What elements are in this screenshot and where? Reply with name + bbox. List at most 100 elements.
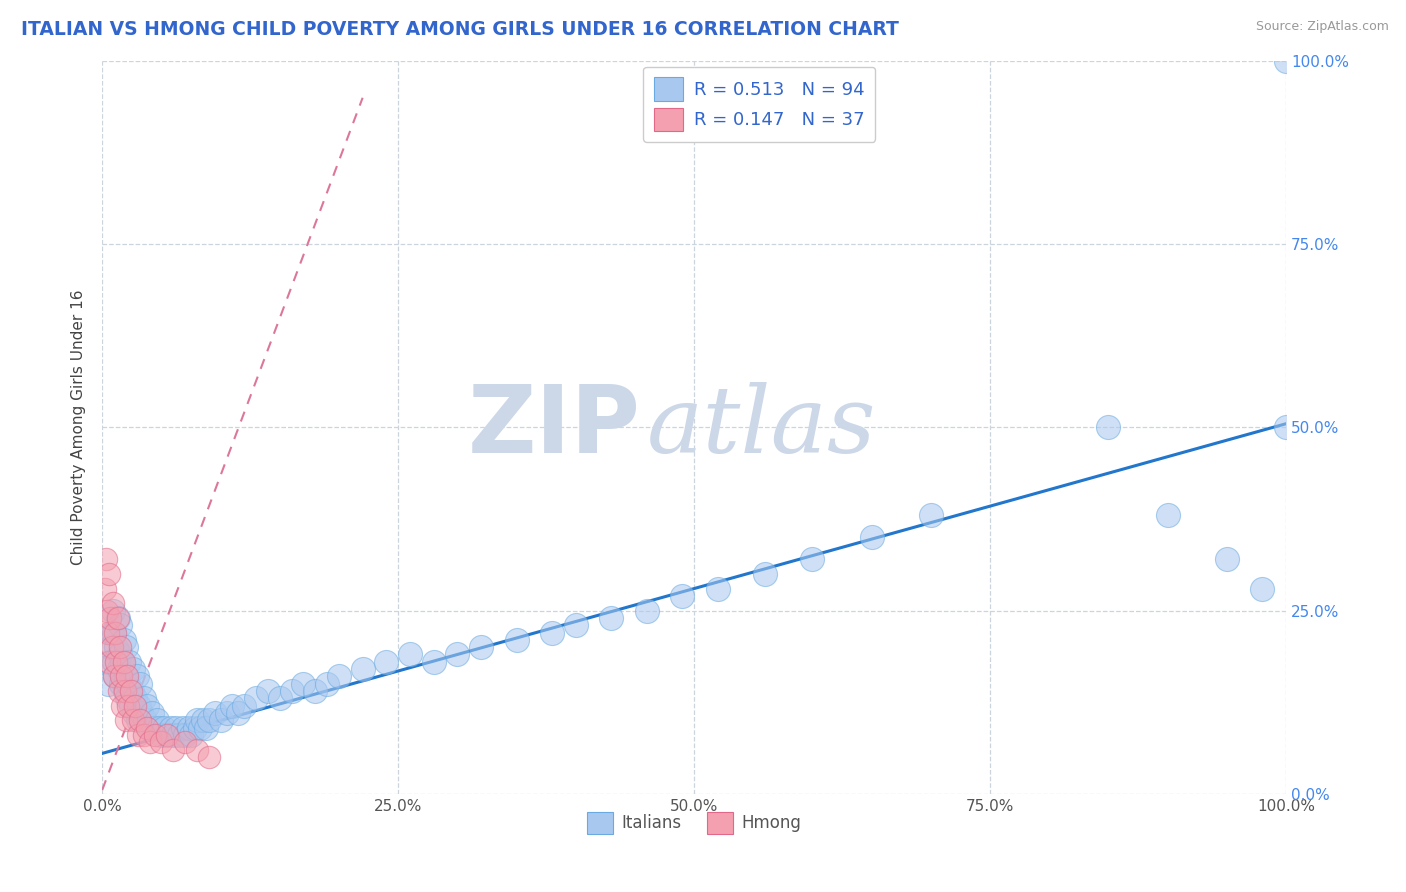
Point [129, 706, 152, 720]
Point [97, 677, 120, 691]
Point [920, 508, 942, 523]
Point [186, 743, 208, 757]
Point [96, 603, 118, 617]
Point [97, 625, 120, 640]
Point [221, 698, 243, 713]
Point [115, 714, 138, 728]
Point [103, 625, 125, 640]
Y-axis label: Child Poverty Among Girls Under 16: Child Poverty Among Girls Under 16 [72, 290, 86, 566]
Point [93, 582, 115, 596]
Point [316, 677, 339, 691]
Text: ZIP: ZIP [468, 382, 641, 474]
Point [108, 618, 131, 632]
Point [245, 691, 267, 706]
Point [204, 706, 226, 720]
Point [190, 721, 212, 735]
Text: ITALIAN VS HMONG CHILD POVERTY AMONG GIRLS UNDER 16 CORRELATION CHART: ITALIAN VS HMONG CHILD POVERTY AMONG GIR… [21, 20, 898, 38]
Point [110, 669, 132, 683]
Point [138, 735, 160, 749]
Point [375, 655, 398, 669]
Point [352, 662, 374, 676]
Point [1275, 420, 1298, 434]
Point [132, 728, 155, 742]
Point [101, 596, 124, 610]
Point [108, 640, 131, 655]
Legend: Italians, Hmong: Italians, Hmong [579, 805, 808, 840]
Point [127, 714, 149, 728]
Point [132, 691, 155, 706]
Point [177, 721, 200, 735]
Point [115, 669, 138, 683]
Point [150, 735, 173, 749]
Point [141, 706, 163, 720]
Point [162, 728, 184, 742]
Point [115, 640, 138, 655]
Point [112, 655, 135, 669]
Point [98, 655, 121, 669]
Point [167, 728, 190, 742]
Point [107, 684, 129, 698]
Point [143, 721, 166, 735]
Point [120, 698, 142, 713]
Point [180, 728, 202, 742]
Point [117, 677, 139, 691]
Point [280, 684, 302, 698]
Point [174, 735, 197, 749]
Point [257, 684, 280, 698]
Point [1097, 420, 1119, 434]
Point [105, 640, 128, 655]
Point [107, 611, 129, 625]
Point [1251, 582, 1274, 596]
Point [150, 728, 173, 742]
Point [105, 655, 128, 669]
Point [111, 655, 134, 669]
Point [115, 691, 138, 706]
Point [671, 589, 693, 603]
Point [160, 721, 183, 735]
Point [122, 662, 145, 676]
Point [233, 698, 256, 713]
Point [110, 677, 132, 691]
Point [328, 669, 350, 683]
Point [129, 677, 152, 691]
Point [138, 721, 160, 735]
Point [94, 552, 117, 566]
Point [111, 698, 134, 713]
Point [706, 582, 728, 596]
Point [100, 611, 122, 625]
Point [600, 611, 623, 625]
Point [564, 618, 586, 632]
Point [165, 721, 187, 735]
Point [145, 714, 167, 728]
Point [541, 625, 564, 640]
Point [186, 714, 208, 728]
Point [422, 655, 444, 669]
Point [107, 662, 129, 676]
Point [124, 691, 146, 706]
Point [100, 640, 122, 655]
Point [104, 625, 127, 640]
Point [148, 721, 170, 735]
Point [134, 714, 156, 728]
Point [228, 706, 250, 720]
Point [107, 611, 129, 625]
Point [117, 698, 139, 713]
Point [121, 684, 143, 698]
Point [636, 603, 658, 617]
Text: atlas: atlas [647, 383, 876, 473]
Point [156, 728, 179, 742]
Point [1216, 552, 1239, 566]
Point [136, 698, 159, 713]
Point [103, 655, 125, 669]
Point [183, 721, 205, 735]
Point [114, 684, 136, 698]
Point [754, 566, 776, 581]
Point [304, 684, 326, 698]
Point [114, 684, 136, 698]
Point [101, 603, 124, 617]
Point [98, 566, 121, 581]
Point [195, 721, 218, 735]
Point [122, 714, 145, 728]
Point [125, 669, 148, 683]
Point [197, 714, 219, 728]
